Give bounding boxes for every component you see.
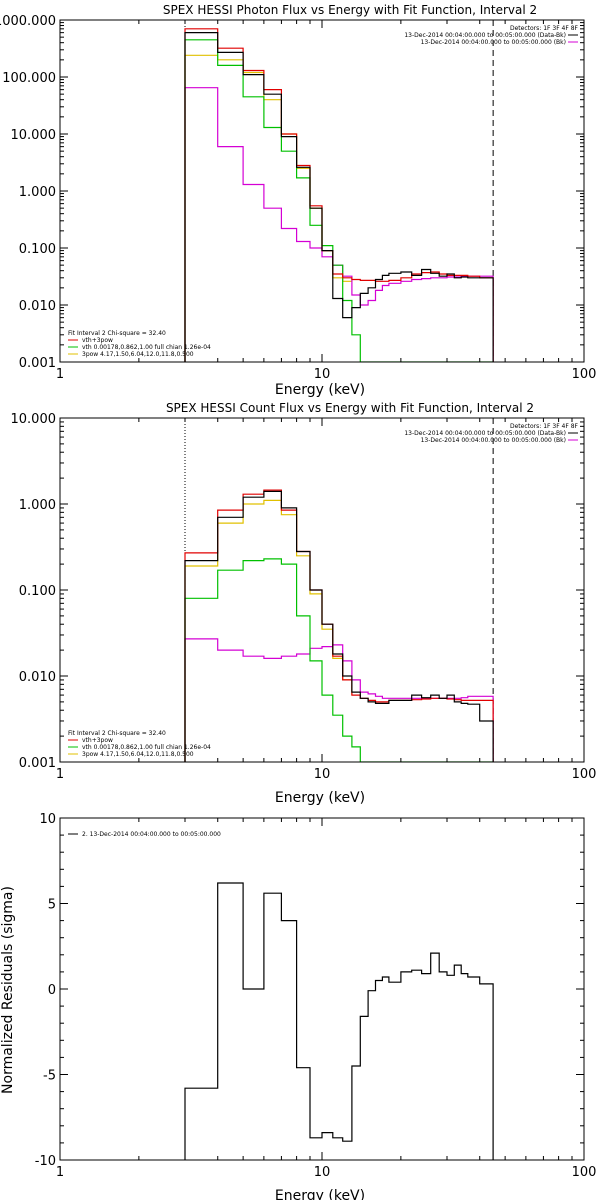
y-tick-label: 0 — [48, 983, 56, 998]
photon-flux-title: SPEX HESSI Photon Flux vs Energy with Fi… — [163, 3, 537, 17]
y-tick-label: 10.000 — [11, 128, 57, 143]
plot-area — [184, 418, 494, 762]
legend-item: vth 0.00178,0.862,1.00 full chian 1.26e-… — [82, 744, 211, 751]
series-vth — [184, 39, 494, 362]
y-tick-label: 5 — [48, 898, 56, 913]
legend-fit-header: Fit Interval 2 Chi-square = 32.40 — [68, 730, 166, 737]
x-tick-label: 100 — [572, 767, 597, 782]
series-vth+3pow — [184, 489, 494, 762]
y-tick-label: 0.010 — [19, 670, 56, 685]
y-tick-label: 1000.000 — [0, 14, 56, 29]
y-tick-label: 10 — [39, 812, 56, 827]
series-bk — [184, 638, 494, 762]
series-data-bk — [184, 490, 494, 762]
photon-flux-panel: SPEX HESSI Photon Flux vs Energy with Fi… — [0, 3, 596, 398]
x-tick-label: 100 — [572, 1165, 597, 1180]
y-tick-label: 0.100 — [19, 584, 56, 599]
x-tick-label: 1 — [56, 767, 64, 782]
count-flux-panel: SPEX HESSI Count Flux vs Energy with Fit… — [11, 401, 597, 806]
series-3pow — [184, 499, 353, 762]
series-vth+3pow — [184, 28, 494, 362]
y-tick-label: -5 — [43, 1069, 56, 1084]
legend-item: 13-Dec-2014 00:04:00.000 to 00:05:00.000… — [421, 39, 566, 46]
x-tick-label: 1 — [56, 367, 64, 382]
x-tick-label: 10 — [314, 1165, 331, 1180]
legend-item: 2. 13-Dec-2014 00:04:00.000 to 00:05:00.… — [82, 831, 221, 838]
y-tick-label: 0.100 — [19, 242, 56, 257]
residuals-xlabel: Energy (keV) — [275, 1188, 365, 1200]
legend-item: vth+3pow — [82, 337, 113, 344]
residuals-ylabel: Normalized Residuals (sigma) — [0, 886, 16, 1094]
x-tick-label: 1 — [56, 1165, 64, 1180]
legend-item: 13-Dec-2014 00:04:00.000 to 00:05:00.000… — [404, 32, 566, 39]
series-vth — [184, 558, 494, 762]
legend-item: 3pow 4.17,1.50,6.04,12.0,11.8,0.500 — [82, 751, 194, 758]
plot-frame — [59, 817, 585, 1161]
y-tick-label: 0.001 — [19, 756, 56, 771]
x-tick-label: 10 — [314, 767, 331, 782]
legend-item: 13-Dec-2014 00:04:00.000 to 00:05:00.000… — [404, 430, 566, 437]
legend-item: 3pow 4.17,1.50,6.04,12.0,11.8,0.500 — [82, 351, 194, 358]
count-flux-xlabel: Energy (keV) — [275, 790, 365, 806]
series-data-bk — [184, 32, 494, 362]
legend-item: 13-Dec-2014 00:04:00.000 to 00:05:00.000… — [421, 437, 566, 444]
plot-area — [184, 882, 494, 1160]
x-tick-label: 100 — [572, 367, 597, 382]
plot-frame — [59, 19, 585, 363]
legend-item: vth+3pow — [82, 737, 113, 744]
photon-flux-xlabel: Energy (keV) — [275, 382, 365, 398]
y-tick-label: 1.000 — [19, 185, 56, 200]
y-tick-label: 10.000 — [11, 412, 57, 427]
series-bk — [184, 87, 494, 362]
legend-fit-header: Fit Interval 2 Chi-square = 32.40 — [68, 330, 166, 337]
series-residuals — [184, 882, 494, 1160]
plot-area — [184, 20, 494, 362]
legend-detectors: Detectors: 1F 3F 4F 8F — [510, 25, 579, 32]
residuals-panel: Energy (keV) Normalized Residuals (sigma… — [0, 812, 596, 1200]
count-flux-title: SPEX HESSI Count Flux vs Energy with Fit… — [166, 401, 534, 415]
y-tick-label: 100.000 — [2, 71, 56, 86]
y-tick-label: -10 — [35, 1154, 56, 1169]
legend-detectors: Detectors: 1F 3F 4F 8F — [510, 423, 579, 430]
y-tick-label: 0.001 — [19, 356, 56, 371]
y-tick-label: 1.000 — [19, 498, 56, 513]
x-tick-label: 10 — [314, 367, 331, 382]
y-tick-label: 0.010 — [19, 299, 56, 314]
legend-item: vth 0.00178,0.862,1.00 full chian 1.26e-… — [82, 344, 211, 351]
